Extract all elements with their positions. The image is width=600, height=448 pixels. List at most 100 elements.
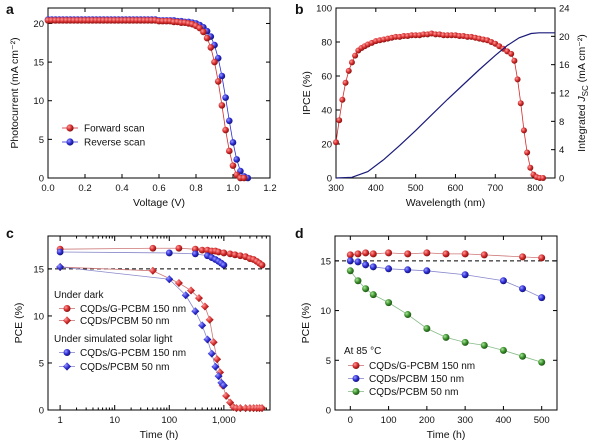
y-tick-label: 0 [326,406,331,417]
data-point [215,248,222,256]
data-point [354,277,362,285]
y-tick-label: 20 [321,140,332,151]
data-point [480,251,488,259]
data-point [174,279,183,288]
series-line [48,19,248,179]
x-tick-label: 0 [348,415,353,426]
x-tick-label: 500 [408,183,424,194]
data-point [362,249,370,257]
data-point [165,275,174,284]
data-point [499,346,507,354]
data-point [214,78,222,85]
y-right-tick-label: 4 [559,145,564,156]
legend-label: Forward scan [84,124,145,135]
data-point [198,321,207,330]
y-tick-label: 5 [39,358,44,369]
legend-label: CQDs/G-PCBM 150 nm [80,348,186,359]
legend-marker [352,362,360,369]
data-point [213,355,222,364]
data-point [226,398,235,407]
data-point [214,372,223,381]
series-line-jsc [335,32,555,179]
label-part: (mA cm⁻²) [576,34,588,85]
data-point [56,263,65,272]
data-point [222,126,229,134]
data-point [461,250,469,258]
data-point [480,341,488,349]
y-tick-label: 0 [39,406,44,417]
data-point [423,249,431,257]
legend-marker [66,124,74,132]
data-point [348,59,355,66]
data-point [333,139,339,146]
legend-label: CQDs/G-PCBM 150 nm [80,304,186,315]
data-point [404,311,412,319]
legend-group-title: Under simulated solar light [54,334,173,345]
x-tick-label: 1.0 [226,183,239,194]
y-axis-label: IPCE (%) [301,71,313,115]
data-point [385,299,393,307]
data-point [385,265,393,273]
y-tick-label: 80 [321,38,332,49]
data-point [187,286,196,295]
legend-label: CQDs/PCBM 50 nm [80,316,169,327]
data-point [346,251,354,259]
data-point [222,391,231,400]
data-point [499,277,507,285]
legend-marker [352,375,360,382]
data-point [203,34,211,42]
x-tick-label: 400 [368,183,384,194]
y-axis-label: PCE (%) [13,303,25,344]
y-tick-label: 0 [39,174,44,185]
y-axis-label: Photocurrent (mA cm⁻²) [9,37,21,148]
data-point [194,294,203,303]
data-point [191,245,199,253]
y-tick-label: 60 [321,72,332,83]
y-tick-label: 40 [321,106,332,117]
data-point [354,258,362,266]
x-tick-label: 300 [457,415,473,426]
data-point [461,271,469,279]
data-point [423,324,431,332]
y-tick-label: 10 [320,306,331,317]
y-tick-label: 10 [33,96,44,107]
data-point [362,285,370,293]
x-tick-label: 0.6 [152,183,165,194]
data-point [222,94,229,101]
plot-frame [47,235,271,411]
label-part: SC [581,85,590,96]
y-right-tick-label: 24 [559,4,570,15]
y-tick-label: 0 [327,174,332,185]
data-point [385,249,393,257]
y-right-tick-label: 8 [559,117,564,128]
x-tick-label: 0.0 [41,183,54,194]
y-axis-label: PCE (%) [300,303,312,344]
data-point [191,307,200,316]
data-point [339,96,346,103]
x-tick-label: 800 [527,183,543,194]
label-part: Integrated [576,102,588,152]
data-point [258,404,267,413]
x-tick-label: 1.2 [263,183,276,194]
plot-frame [47,7,271,179]
y-tick-label: 5 [326,356,331,367]
legend-marker [62,362,72,371]
series-line [60,251,225,266]
data-point [442,333,450,341]
data-point [514,76,521,83]
x-tick-label: 10 [109,415,120,426]
legend-label: CQDs/G-PCBM 150 nm [369,361,475,372]
x-tick-label: 300 [328,183,344,194]
data-point [352,52,359,59]
data-point [404,250,412,258]
y-right-axis-label: Integrated JSC (mA cm⁻²) [576,34,590,152]
y-tick-label: 5 [39,135,44,146]
data-point [369,263,377,271]
panel-label-d: d [295,225,304,241]
y-right-tick-label: 0 [559,174,564,185]
legend-label: CQDs/PCBM 50 nm [80,362,169,373]
x-tick-label: 400 [495,415,511,426]
data-point [220,261,228,269]
data-point [369,250,377,258]
